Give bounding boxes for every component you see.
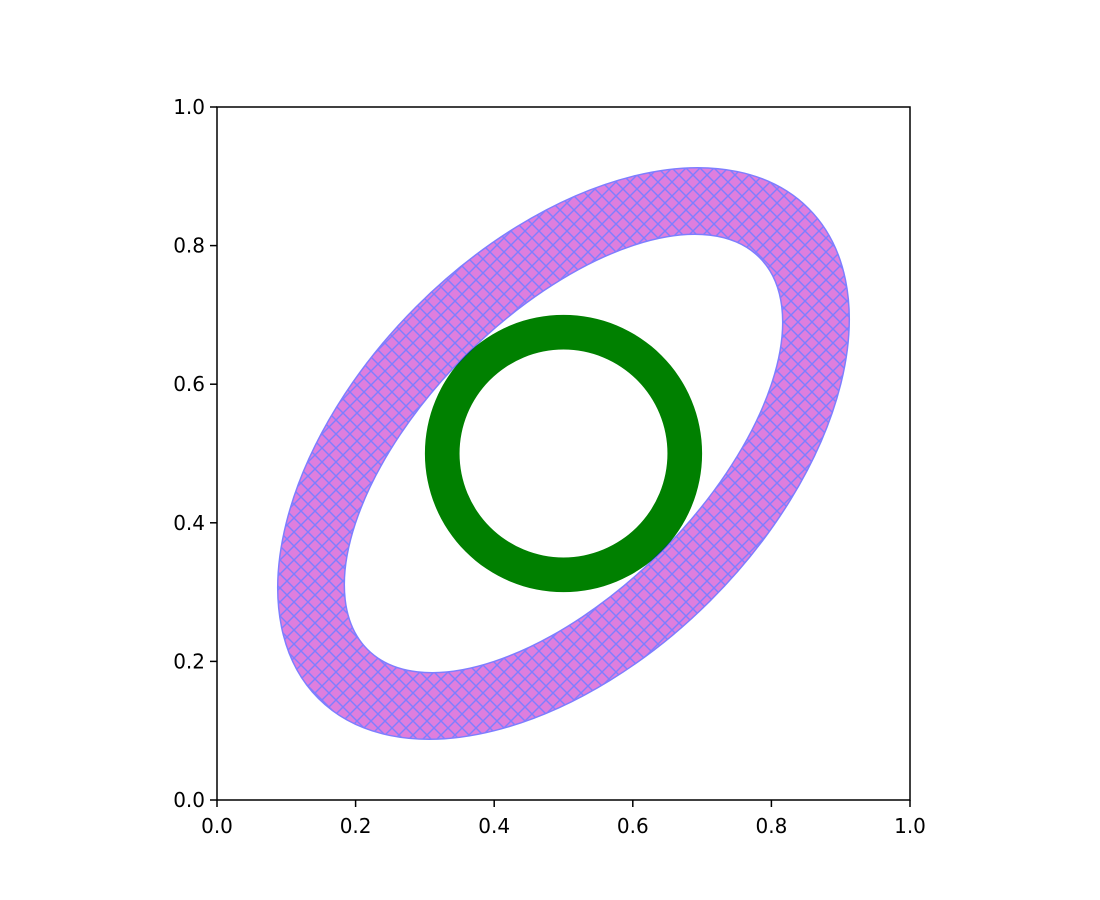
x-tick-label: 0.4 [478, 814, 510, 838]
annulus [277, 167, 850, 740]
y-tick-label: 0.8 [173, 234, 205, 258]
y-tick-label: 0.2 [173, 649, 205, 673]
y-tick-label: 0.0 [173, 788, 205, 812]
axes-frame [216, 106, 911, 801]
annulus-hatch [277, 167, 850, 740]
y-tick-label: 0.4 [173, 511, 205, 535]
annulus-edge [277, 167, 850, 740]
y-tick-label: 0.6 [173, 372, 205, 396]
x-tick-label: 0.8 [755, 814, 787, 838]
x-tick-label: 1.0 [894, 814, 926, 838]
y-tick-label: 1.0 [173, 95, 205, 119]
x-tick-label: 0.6 [617, 814, 649, 838]
x-tick-label: 0.0 [201, 814, 233, 838]
annulus [424, 314, 703, 593]
annulus-fill [277, 167, 850, 740]
x-tick-label: 0.2 [340, 814, 372, 838]
annulus-fill [424, 314, 703, 593]
